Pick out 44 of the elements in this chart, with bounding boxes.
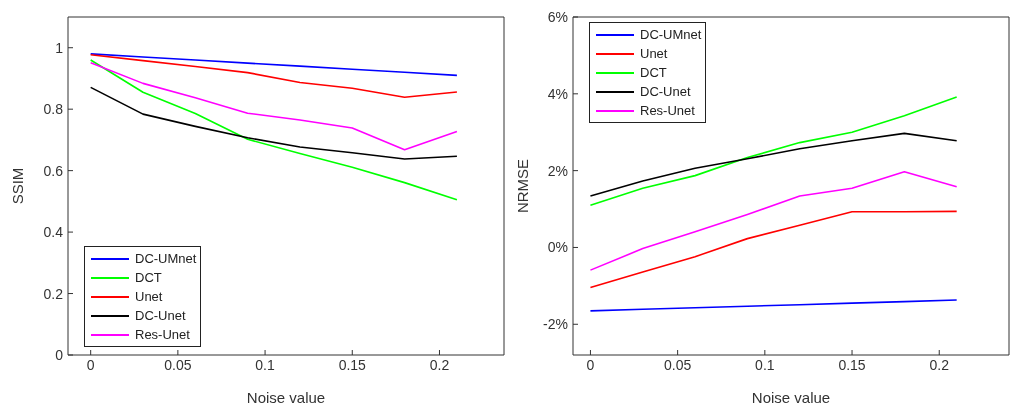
legend-label: Res-Unet: [640, 103, 695, 118]
line-series: [89, 54, 458, 98]
legend-label: DC-UMnet: [135, 251, 197, 266]
legend-label: DCT: [640, 65, 667, 80]
line-series: [589, 210, 958, 289]
line-series: [89, 53, 458, 77]
legend-label: DC-Unet: [135, 308, 186, 323]
x-tick-label: 0.15: [338, 356, 367, 373]
y-axis-title: NRMSE: [514, 158, 532, 214]
legend-label: Res-Unet: [135, 327, 190, 342]
y-tick-label: -2%: [543, 316, 568, 333]
x-tick-label: 0.1: [255, 356, 276, 373]
y-axis-title: SSIM: [9, 167, 27, 205]
x-tick-label: 0: [586, 356, 595, 373]
line-series: [589, 132, 958, 197]
x-tick-label: 0: [86, 356, 95, 373]
line-series: [589, 96, 958, 207]
x-tick-label: 0.2: [929, 356, 950, 373]
line-series: [89, 61, 458, 151]
line-series: [89, 59, 458, 201]
x-tick-label: 0.1: [755, 356, 775, 373]
x-axis-title: Noise value: [751, 389, 831, 406]
x-tick-label: 0.05: [664, 356, 692, 373]
legend-label: Unet: [640, 46, 668, 61]
y-tick-label: 6%: [547, 8, 568, 25]
legend-label: DCT: [135, 270, 162, 285]
y-tick-label: 0.6: [43, 162, 64, 179]
y-tick-label: 0.2: [43, 285, 64, 302]
line-series: [589, 299, 958, 312]
x-axis-title: Noise value: [246, 389, 326, 406]
line-series: [589, 170, 958, 271]
y-tick-label: 1: [55, 39, 64, 56]
x-tick-label: 0.2: [429, 356, 450, 373]
y-tick-label: 0.4: [43, 224, 64, 241]
legend-label: DC-Unet: [640, 84, 691, 99]
y-tick-label: 2%: [547, 162, 568, 179]
y-tick-label: 4%: [547, 85, 568, 102]
legend-label: Unet: [135, 289, 163, 304]
line-series: [89, 86, 458, 160]
y-tick-label: 0%: [547, 239, 568, 256]
x-tick-label: 0.15: [838, 356, 866, 373]
legend-label: DC-UMnet: [640, 27, 702, 42]
x-tick-label: 0.05: [164, 356, 192, 373]
y-tick-label: 0.8: [43, 101, 64, 118]
